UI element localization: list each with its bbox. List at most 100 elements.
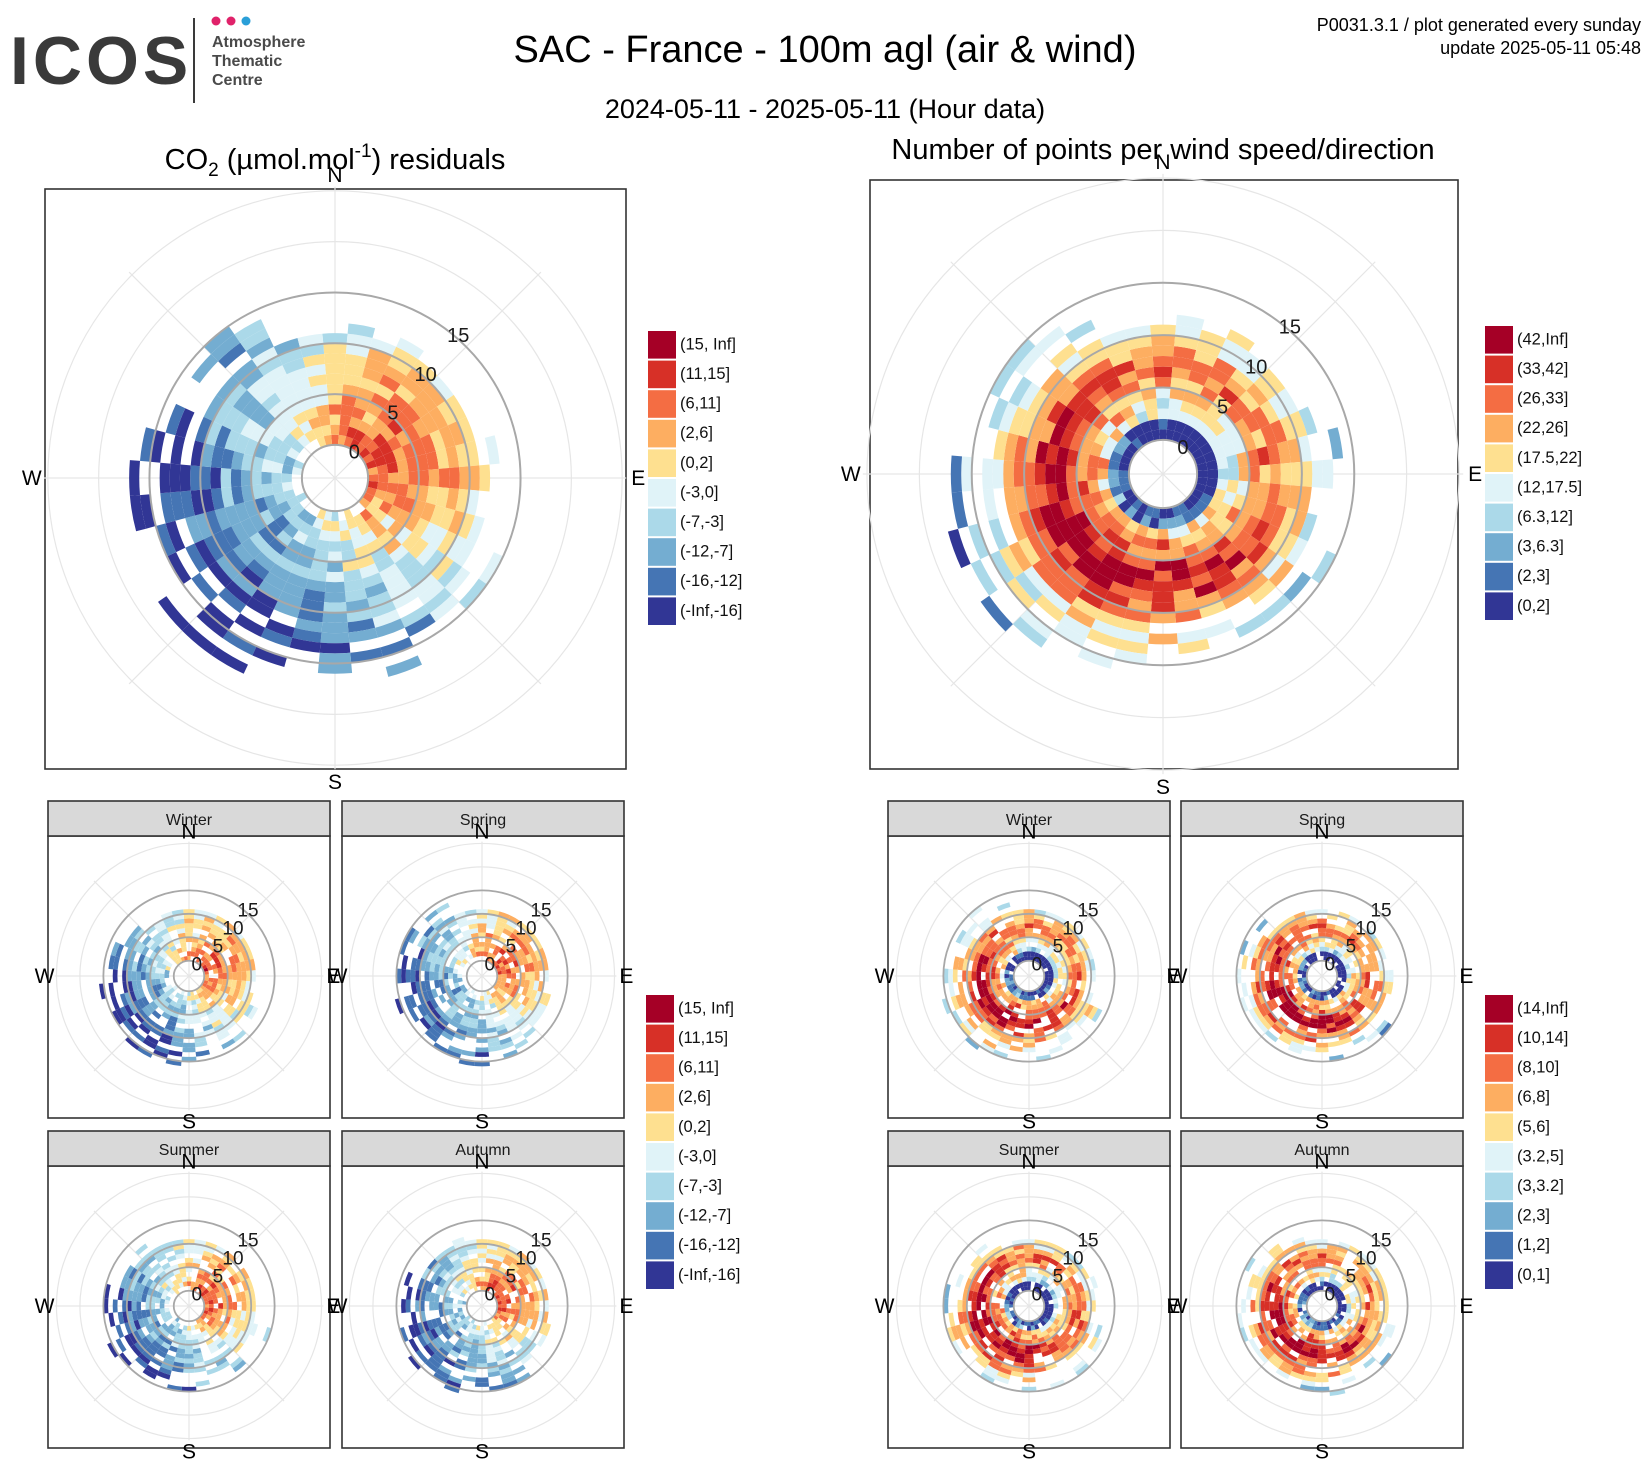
count-main-panel-speed-ring xyxy=(970,281,1356,667)
co2-winter-panel-cell xyxy=(215,983,222,991)
co2-main-panel-cell xyxy=(369,600,397,618)
co2-main-panel-cell xyxy=(408,397,429,419)
count-winter-panel-cell xyxy=(998,956,1005,964)
count-main-panel-cell xyxy=(1018,509,1038,538)
count-summer-panel-cell xyxy=(1080,1291,1087,1302)
co2-main-panel-cell xyxy=(376,464,389,475)
count-winter-panel-cell xyxy=(989,992,998,1001)
count-winter-panel-cell xyxy=(943,968,949,984)
co2-summer-panel-cell xyxy=(161,1281,169,1290)
co2-main-panel-cell xyxy=(221,487,235,508)
count-summer-panel-cell xyxy=(1031,1334,1038,1340)
count-main-panel-cell xyxy=(1039,504,1057,529)
count-spring-panel-cell xyxy=(1282,942,1292,952)
count-winter-panel-cell xyxy=(1005,955,1012,962)
count-autumn-panel-cell xyxy=(1336,1317,1343,1324)
count-autumn-panel-cell xyxy=(1264,1291,1271,1302)
co2-winter-panel-cell xyxy=(235,962,242,972)
co2-summer-panel-cell xyxy=(164,1307,170,1313)
co2-autumn-panel-dir-w: W xyxy=(328,1295,348,1318)
count-summer-panel-cell xyxy=(1087,1336,1099,1350)
count-main-panel-cell xyxy=(1144,430,1155,444)
co2-spring-panel-cell xyxy=(496,993,503,1000)
co2-autumn-panel-cell xyxy=(461,1259,471,1267)
count-autumn-panel-cell xyxy=(1365,1273,1375,1284)
co2-summer-panel-cell xyxy=(117,1311,125,1325)
co2-main-panel-cell xyxy=(211,334,241,362)
co2-winter-panel-cell xyxy=(119,1006,131,1020)
count-autumn-panel-cell xyxy=(1353,1281,1362,1290)
count-main-panel-cell xyxy=(1018,537,1041,566)
co2-winter-panel-cell xyxy=(191,1004,198,1010)
co2-main-panel-cell xyxy=(423,549,446,574)
count-winter-panel-cell xyxy=(1051,923,1062,933)
co2-main-panel-cell xyxy=(291,440,305,454)
count-main-panel-cell xyxy=(1285,537,1308,566)
count-spring-panel-cell xyxy=(1257,1004,1268,1017)
count-autumn-panel-cell xyxy=(1359,1265,1370,1276)
co2-winter-panel-cell xyxy=(122,1019,136,1034)
count-summer-panel-cell xyxy=(1031,1276,1037,1283)
count-summer-panel-cell xyxy=(1053,1318,1060,1326)
count-summer-panel-cell xyxy=(1045,1362,1058,1371)
co2-spring-panel-cell xyxy=(424,1029,439,1043)
count-spring-panel-cell xyxy=(1252,1006,1264,1020)
count-spring-panel-cell xyxy=(1344,923,1355,933)
co2-autumn-panel-cell xyxy=(534,1301,540,1311)
co2-main-panel-cell xyxy=(338,424,349,437)
count-summer-panel-cell xyxy=(1004,1266,1013,1275)
count-main-panel-cell xyxy=(1249,465,1260,483)
logo-dot-3 xyxy=(241,16,251,26)
co2-main-panel-cell xyxy=(364,357,388,375)
co2-summer-panel-cell xyxy=(153,1275,162,1284)
co2-summer-panel-cell xyxy=(186,1281,192,1287)
count-main-panel-cell xyxy=(1100,511,1117,528)
count-winter-panel-cell xyxy=(1049,951,1057,960)
co2-winter-panel-cell xyxy=(236,989,245,1001)
co2-summer-panel-cell xyxy=(215,1356,228,1367)
count-winter-panel-cell xyxy=(1059,1013,1070,1024)
co2-summer-panel-cell xyxy=(212,1298,219,1304)
co2-spring-panel-cell xyxy=(502,959,509,966)
co2-autumn-panel-cell xyxy=(509,1340,520,1350)
co2-winter-panel-cell xyxy=(203,1003,212,1012)
count-winter-panel-cell xyxy=(1053,1006,1063,1016)
co2-winter-panel-cell xyxy=(181,1056,197,1062)
count-main-panel-cell xyxy=(1193,455,1207,466)
co2-winter-panel-cell xyxy=(183,1033,195,1039)
count-spring-panel-cell xyxy=(1250,981,1258,995)
co2-main-panel-cell xyxy=(210,488,225,511)
co2-spring-panel-cell xyxy=(443,1026,456,1037)
count-winter-panel-cell xyxy=(1085,947,1094,960)
co2-main-panel-cell xyxy=(365,502,379,516)
count-winter-panel-cell xyxy=(1026,995,1032,1001)
co2-autumn-panel-speed-label: 10 xyxy=(515,1248,536,1269)
co2-main-panel-cell xyxy=(268,435,283,452)
count-winter-panel-cell xyxy=(1076,971,1082,981)
count-summer-panel-cell xyxy=(1008,1288,1015,1295)
count-main-panel-cell xyxy=(989,550,1015,584)
co2-autumn-panel-cell xyxy=(452,1303,458,1309)
co2-winter-panel-cell xyxy=(211,963,218,970)
count-autumn-panel-cell xyxy=(1271,1262,1282,1273)
co2-main-panel-cell xyxy=(339,529,352,542)
co2-winter-panel-cell xyxy=(178,994,184,1000)
co2-autumn-panel-cell xyxy=(486,1248,497,1255)
co2-summer-panel-speed-label: 15 xyxy=(237,1230,258,1251)
count-winter-panel-cell xyxy=(1008,1015,1018,1023)
count-autumn-panel-cell xyxy=(1291,1366,1305,1376)
count-summer-panel-cell xyxy=(962,1300,968,1312)
count-season-legend-label: (2,3] xyxy=(1517,1207,1550,1225)
co2-winter-panel-cell xyxy=(162,915,175,924)
co2-winter-panel-cell xyxy=(145,1016,156,1027)
co2-main-panel-cell xyxy=(222,630,257,656)
co2-winter-panel-cell xyxy=(176,928,186,935)
count-winter-panel-cell xyxy=(993,998,1002,1007)
count-winter-panel-cell xyxy=(955,929,967,944)
co2-main-panel-cell xyxy=(412,573,438,597)
co2-winter-panel-cell xyxy=(161,944,170,952)
count-winter-panel-cell xyxy=(1045,1032,1058,1041)
co2-autumn-panel-cell xyxy=(504,1253,515,1263)
count-main-panel-cell xyxy=(1034,462,1046,486)
co2-spring-panel-cell xyxy=(432,1042,448,1054)
